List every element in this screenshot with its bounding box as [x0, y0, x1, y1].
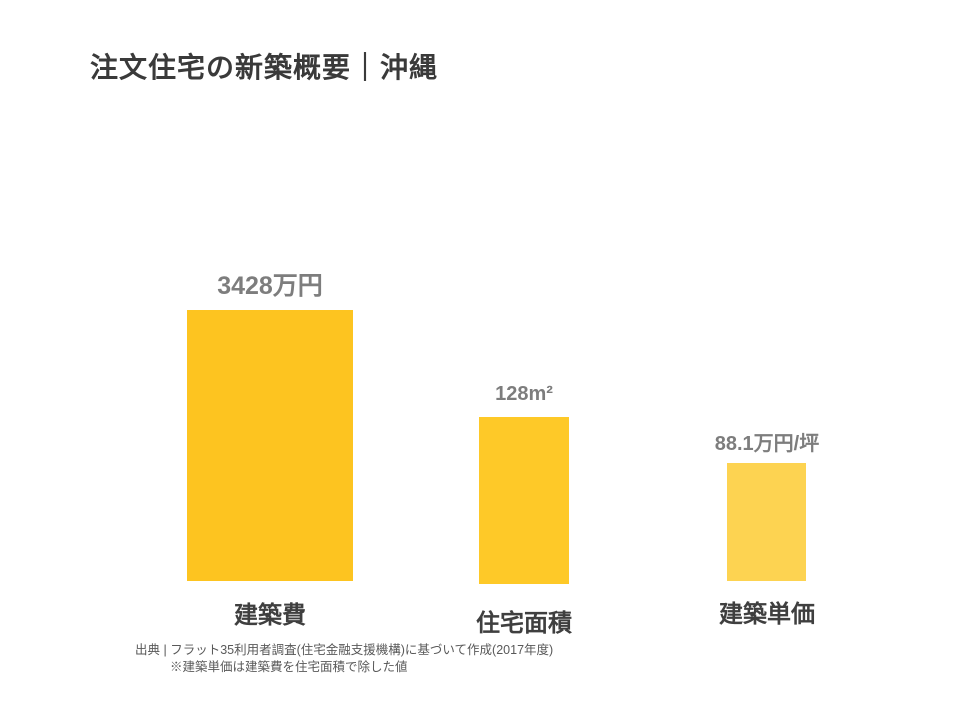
- bar-unit-price: [727, 463, 806, 581]
- category-label-unit-price: 建築単価: [719, 601, 815, 628]
- category-label-construction-cost: 建築費: [234, 602, 306, 629]
- value-label-construction-cost: 3428万円: [217, 272, 323, 300]
- bar-house-area: [479, 417, 569, 584]
- footnote-block: 出典 | フラット35利用者調査(住宅金融支援機構)に基づいて作成(2017年度…: [135, 642, 553, 675]
- category-label-house-area: 住宅面積: [476, 610, 572, 637]
- page-title: 注文住宅の新築概要｜沖縄: [90, 52, 439, 83]
- bar-construction-cost: [187, 310, 353, 581]
- value-label-house-area: 128m²: [495, 383, 553, 405]
- value-label-unit-price: 88.1万円/坪: [714, 433, 820, 455]
- calculation-note: ※建築単価は建築費を住宅面積で除した値: [170, 659, 408, 674]
- source-note: 出典 | フラット35利用者調査(住宅金融支援機構)に基づいて作成(2017年度…: [135, 643, 554, 657]
